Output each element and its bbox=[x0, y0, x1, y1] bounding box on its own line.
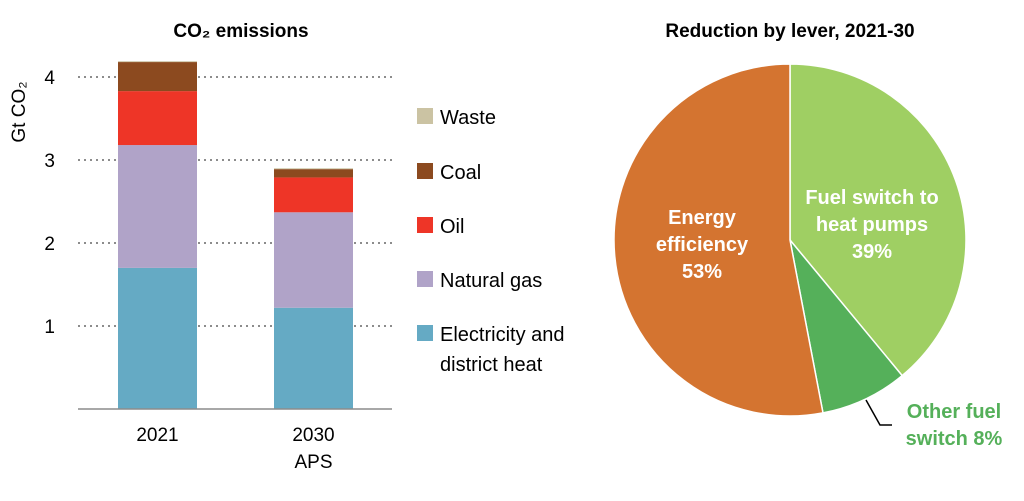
pie-slice-label: Fuel switch to bbox=[805, 187, 938, 209]
bar-chart-title: CO₂ emissions bbox=[173, 21, 308, 42]
bar-chart: CO₂ emissions Gt CO₂ 1 2 3 4 2021 2030 APS bbox=[9, 21, 392, 473]
bars bbox=[118, 61, 353, 409]
bar-segment-natural-gas bbox=[118, 145, 197, 268]
legend-label: Natural gas bbox=[440, 270, 542, 292]
legend-swatch bbox=[417, 325, 433, 341]
bar-segment-electricity-and-district-heat bbox=[118, 267, 197, 409]
pie-slice-label: 53% bbox=[682, 261, 722, 283]
y-tick-label: 3 bbox=[44, 151, 55, 172]
bar-segment-coal bbox=[274, 169, 353, 178]
bar-segment-electricity-and-district-heat bbox=[274, 307, 353, 409]
bar-segment-natural-gas bbox=[274, 212, 353, 308]
bar-segment-waste bbox=[274, 168, 353, 170]
bar-segment-coal bbox=[118, 62, 197, 92]
legend-swatch bbox=[417, 271, 433, 287]
legend: Waste Coal Oil Natural gas Electricity and di… bbox=[417, 107, 565, 376]
pie-slice-label: heat pumps bbox=[816, 214, 928, 236]
pie-slices bbox=[613, 63, 967, 417]
pie-slice-label: Other fuel bbox=[907, 401, 1001, 423]
y-tick-label: 4 bbox=[44, 68, 55, 89]
pie-slice-label: efficiency bbox=[656, 234, 749, 256]
pie-chart-title: Reduction by lever, 2021-30 bbox=[665, 21, 914, 42]
x-tick-label: 2021 bbox=[136, 425, 178, 446]
bar-segment-waste bbox=[118, 61, 197, 63]
bar-segment-oil bbox=[274, 177, 353, 213]
y-axis-label: Gt CO₂ bbox=[9, 81, 30, 142]
legend-swatch bbox=[417, 217, 433, 233]
x-tick-label: APS bbox=[294, 452, 332, 473]
legend-swatch bbox=[417, 163, 433, 179]
legend-label: district heat bbox=[440, 354, 543, 376]
x-tick-labels: 2021 2030 APS bbox=[136, 425, 334, 473]
other-fuel-switch-leader-line bbox=[865, 399, 892, 426]
pie-slice-fuel-switch-to-heat-pumps bbox=[789, 63, 967, 377]
legend-label: Waste bbox=[440, 107, 496, 129]
y-tick-label: 1 bbox=[44, 317, 55, 338]
pie-slice-label: Energy bbox=[668, 207, 737, 229]
y-tick-label: 2 bbox=[44, 234, 55, 255]
pie-slice-label: switch 8% bbox=[906, 428, 1003, 450]
pie-chart: Reduction by lever, 2021-30 Fuel switch … bbox=[613, 21, 1003, 450]
legend-label: Electricity and bbox=[440, 324, 565, 346]
gridlines bbox=[78, 76, 392, 327]
y-tick-labels: 1 2 3 4 bbox=[44, 68, 55, 338]
legend-label: Oil bbox=[440, 216, 464, 238]
pie-labels: Fuel switch to heat pumps 39% Other fuel swi… bbox=[656, 187, 1003, 450]
legend-swatch bbox=[417, 108, 433, 124]
legend-label: Coal bbox=[440, 162, 481, 184]
bar-segment-oil bbox=[118, 91, 197, 146]
pie-slice-label: 39% bbox=[852, 241, 892, 263]
x-tick-label: 2030 bbox=[292, 425, 334, 446]
pie-slice-energy-efficiency bbox=[613, 63, 824, 417]
pie-slice-other-fuel-switch bbox=[789, 239, 904, 414]
